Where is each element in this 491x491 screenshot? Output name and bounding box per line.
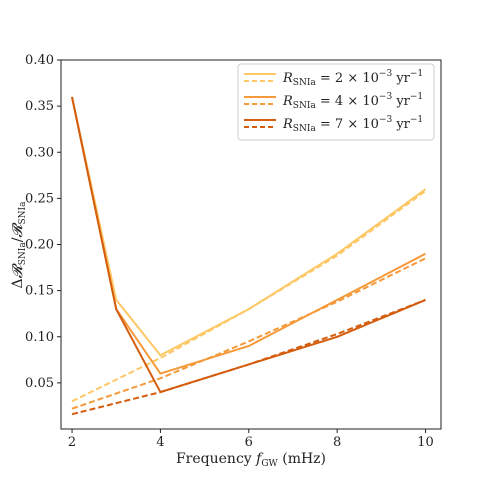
axis-ticks: 2 4 6 8 10 0.05 0.10 0.15 0.20 0.25 0.30 0.35 0.40 (25, 53, 434, 450)
legend-label: RSNIa = 4 × 10−3 yr−1 (282, 92, 423, 111)
legend: RSNIa = 2 × 10−3 yr−1 RSNIa = 4 × 10−3 yr… (237, 63, 435, 141)
x-tick-label: 4 (156, 435, 164, 450)
y-tick-label: 0.20 (25, 238, 54, 253)
y-tick-label: 0.30 (25, 145, 54, 160)
x-tick-label: 10 (417, 435, 434, 450)
y-tick-label: 0.10 (25, 330, 54, 345)
x-tick-label: 6 (245, 435, 253, 450)
legend-label: RSNIa = 2 × 10−3 yr−1 (282, 69, 423, 88)
x-axis-title: Frequency fGW (mHz) (176, 451, 326, 469)
y-axis-title: Δ𝓡SNIa/𝓡SNIa (10, 201, 28, 289)
x-tick-label: 2 (68, 435, 76, 450)
series-3-solid-line (71, 96, 426, 394)
y-tick-label: 0.40 (25, 53, 54, 68)
legend-label: RSNIa = 7 × 10−3 yr−1 (282, 115, 423, 134)
y-tick-label: 0.35 (25, 99, 54, 114)
series-2-solid-line (115, 252, 426, 375)
series-1-solid-line (115, 188, 427, 357)
series-lines (71, 96, 427, 416)
y-tick-label: 0.15 (25, 284, 54, 299)
series-2-dashed-line (71, 257, 426, 410)
legend-box (237, 63, 435, 141)
y-tick-label: 0.05 (25, 376, 54, 391)
y-tick-label: 0.25 (25, 191, 54, 206)
x-tick-label: 8 (333, 435, 341, 450)
